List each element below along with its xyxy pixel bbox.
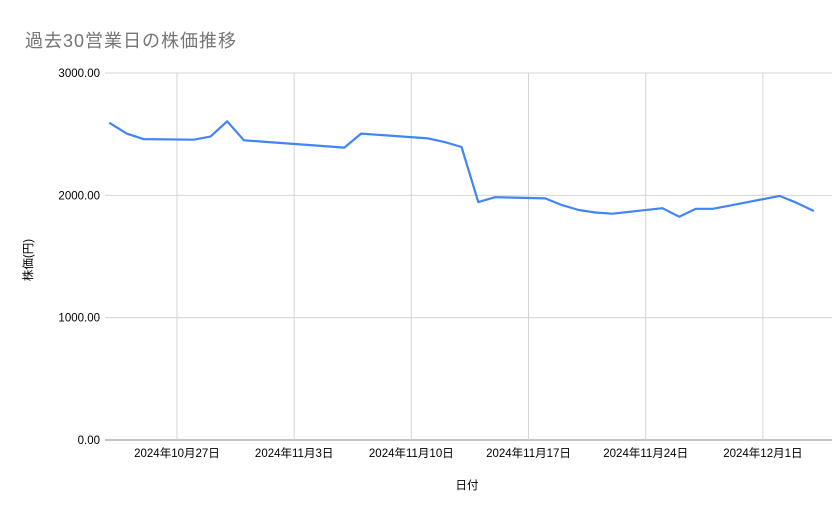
x-axis-tick-labels: 2024年10月27日 2024年11月3日 2024年11月10日 2024年11月… bbox=[134, 446, 802, 460]
x-axis-tick-label: 2024年11月3日 bbox=[255, 446, 333, 460]
y-axis-tick-label: 2000.00 bbox=[58, 190, 100, 202]
y-axis-tick-label: 1000.00 bbox=[58, 313, 100, 325]
y-axis-tick-labels: 3000.00 2000.00 1000.00 0.00 bbox=[58, 68, 100, 447]
x-axis-tick-label: 2024年11月24日 bbox=[603, 446, 688, 460]
chart-title: 過去30営業日の株価推移 bbox=[25, 31, 238, 51]
price-line-series bbox=[108, 120, 815, 218]
x-axis-tick-label: 2024年12月1日 bbox=[723, 446, 802, 460]
y-axis-tick-label: 3000.00 bbox=[58, 68, 100, 80]
gridlines bbox=[105, 72, 832, 441]
x-axis-tick-label: 2024年10月27日 bbox=[134, 446, 220, 460]
x-axis-tick-label: 2024年11月17日 bbox=[486, 446, 571, 460]
x-axis-tick-label: 2024年11月10日 bbox=[369, 446, 454, 460]
y-axis-title: 株価(円) bbox=[21, 239, 35, 281]
x-axis-title: 日付 bbox=[456, 479, 479, 492]
stock-price-line bbox=[108, 120, 815, 218]
y-axis-tick-label: 0.00 bbox=[78, 435, 100, 447]
